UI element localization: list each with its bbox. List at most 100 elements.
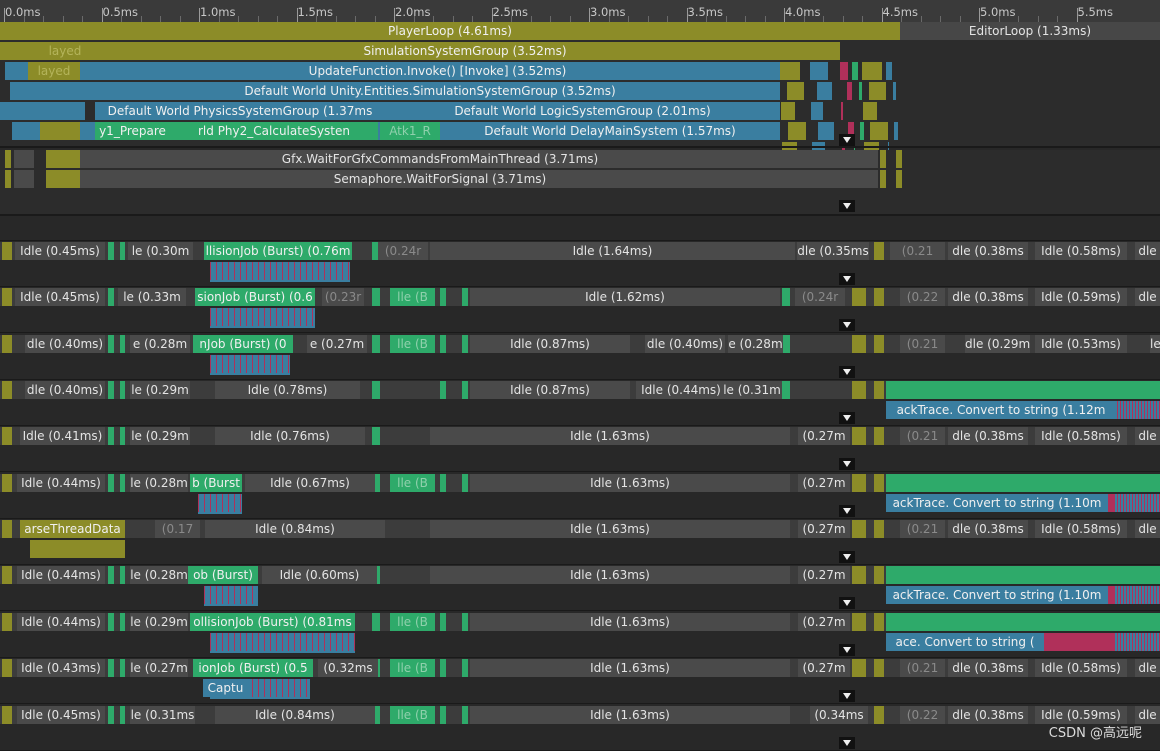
sample-block[interactable]: Idle (1.64ms) bbox=[430, 242, 795, 260]
sample-block[interactable]: ackTrace. Convert to string (1.10m bbox=[886, 494, 1108, 512]
sample-block[interactable]: le (0.29m bbox=[130, 613, 188, 631]
sample-block[interactable]: UpdateFunction.Invoke() [Invoke] (3.52ms… bbox=[95, 62, 780, 80]
sample-block[interactable]: dle bbox=[1135, 706, 1160, 724]
sample-block[interactable]: lle (B bbox=[390, 474, 435, 492]
sample-block[interactable]: rld Phy2_CalculateSysten bbox=[170, 122, 378, 140]
expand-arrow[interactable] bbox=[839, 200, 855, 212]
expand-arrow[interactable] bbox=[839, 644, 855, 656]
sample-block[interactable]: (0.27m bbox=[798, 520, 850, 538]
sample-block[interactable]: Idle (0.45ms) bbox=[15, 288, 105, 306]
sample-block[interactable]: Idle (1.63ms) bbox=[430, 520, 790, 538]
sample-block[interactable]: Default World PhysicsSystemGroup (1.37ms bbox=[95, 102, 385, 120]
sample-block[interactable]: dle (0.35ms bbox=[797, 242, 869, 260]
sample-block[interactable]: y1_Prepare bbox=[95, 122, 170, 140]
sample-block[interactable]: le (0.28m bbox=[130, 474, 188, 492]
sample-block[interactable]: le (0.31ms bbox=[130, 706, 195, 724]
sample-block[interactable]: ionJob (Burst) (0.5 bbox=[193, 659, 313, 677]
sample-block[interactable]: dle (0.40ms) bbox=[25, 335, 105, 353]
sample-block[interactable]: le (0.31m bbox=[722, 381, 782, 399]
sample-block[interactable]: Default World DelayMainSystem (1.57ms) bbox=[440, 122, 780, 140]
sample-block[interactable]: Idle (1.63ms) bbox=[470, 659, 790, 677]
sample-block[interactable]: lle (B bbox=[390, 706, 435, 724]
sample-block[interactable]: Idle (0.44ms) bbox=[17, 566, 105, 584]
sample-block[interactable]: le (0.29m bbox=[130, 381, 190, 399]
sample-block[interactable]: Idle (0.59ms) bbox=[1035, 288, 1127, 306]
sample-block[interactable]: Idle (0.58ms) bbox=[1035, 427, 1127, 445]
expand-arrow[interactable] bbox=[839, 505, 855, 517]
sample-block[interactable]: b (Burst bbox=[190, 474, 242, 492]
sample-block[interactable]: (0.27m bbox=[798, 427, 850, 445]
sample-block[interactable]: Idle (0.58ms) bbox=[1035, 242, 1127, 260]
sample-block[interactable]: dle (0.38ms bbox=[948, 427, 1028, 445]
sample-block[interactable]: lle (B bbox=[390, 335, 435, 353]
sample-block[interactable]: e (0.28m bbox=[728, 335, 783, 353]
expand-arrow[interactable] bbox=[839, 597, 855, 609]
sample-block[interactable]: Idle (0.84ms) bbox=[215, 706, 375, 724]
sample-block[interactable]: dle (0.40ms) bbox=[25, 381, 105, 399]
sample-block[interactable]: ollisionJob (Burst) (0.81ms bbox=[190, 613, 355, 631]
sample-block[interactable]: nJob (Burst) (0 bbox=[193, 335, 293, 353]
sample-block[interactable]: sionJob (Burst) (0.6 bbox=[195, 288, 315, 306]
sample-block[interactable]: Gfx.WaitForGfxCommandsFromMainThread (3.… bbox=[80, 150, 800, 168]
sample-block[interactable]: Idle (1.63ms) bbox=[470, 613, 790, 631]
sample-block[interactable]: Idle (0.78ms) bbox=[215, 381, 360, 399]
sample-block[interactable]: Idle (0.87ms) bbox=[470, 381, 630, 399]
sample-block[interactable]: Idle (0.44ms) bbox=[17, 613, 105, 631]
sample-block[interactable]: Atk1_R bbox=[380, 122, 440, 140]
sample-block[interactable]: arseThreadData bbox=[20, 520, 125, 538]
sample-block[interactable]: Idle (0.84ms) bbox=[205, 520, 385, 538]
sample-block[interactable]: dle (0.38ms bbox=[948, 659, 1028, 677]
sample-block[interactable]: Idle (0.53ms) bbox=[1035, 335, 1127, 353]
sample-block[interactable]: ace. Convert to string ( bbox=[886, 633, 1044, 651]
sample-block[interactable]: dle bbox=[1135, 288, 1160, 306]
sample-block[interactable]: Default World Unity.Entities.SimulationS… bbox=[80, 82, 780, 100]
sample-block[interactable]: dle (0.38ms bbox=[948, 520, 1028, 538]
sample-block[interactable]: (0.21 bbox=[890, 242, 945, 260]
sample-block[interactable]: Idle (1.63ms) bbox=[430, 427, 790, 445]
sample-block[interactable]: le (0.28m bbox=[130, 566, 188, 584]
sample-block[interactable]: Idle (0.87ms) bbox=[470, 335, 630, 353]
sample-block[interactable]: Idle (0.45ms) bbox=[15, 242, 105, 260]
sample-block[interactable]: Captu bbox=[203, 679, 248, 697]
sample-block[interactable]: Idle (0.45ms) bbox=[17, 706, 105, 724]
sample-block[interactable]: Idle (1.63ms) bbox=[470, 474, 790, 492]
sample-block[interactable]: ackTrace. Convert to string (1.12m bbox=[886, 401, 1116, 419]
sample-block[interactable]: (0.21 bbox=[900, 427, 945, 445]
sample-block[interactable]: (0.21 bbox=[900, 659, 945, 677]
sample-block[interactable]: Semaphore.WaitForSignal (3.71ms) bbox=[80, 170, 800, 188]
sample-block[interactable]: (0.21 bbox=[900, 335, 945, 353]
sample-block[interactable]: ob (Burst) bbox=[188, 566, 258, 584]
sample-block[interactable]: Idle (0.58ms) bbox=[1035, 659, 1127, 677]
sample-block[interactable]: dle (0.38ms bbox=[948, 706, 1028, 724]
sample-block[interactable]: dle (0.40ms) bbox=[645, 335, 725, 353]
sample-block[interactable]: dle (0.38ms bbox=[948, 242, 1028, 260]
sample-block[interactable]: Idle (0.76ms) bbox=[215, 427, 365, 445]
sample-block[interactable]: EditorLoop (1.33ms) bbox=[900, 22, 1160, 40]
sample-block[interactable]: (0.22 bbox=[900, 706, 945, 724]
sample-block[interactable]: dle (0.29m bbox=[965, 335, 1030, 353]
sample-block[interactable]: (0.32ms bbox=[318, 659, 378, 677]
expand-arrow[interactable] bbox=[839, 458, 855, 470]
expand-arrow[interactable] bbox=[839, 737, 855, 749]
sample-block[interactable]: le bbox=[1150, 335, 1160, 353]
sample-block[interactable]: le (0.29m bbox=[130, 427, 190, 445]
sample-block[interactable]: lle (B bbox=[390, 288, 435, 306]
sample-block[interactable]: Idle (1.63ms) bbox=[430, 566, 790, 584]
sample-block[interactable]: e (0.28m bbox=[130, 335, 190, 353]
sample-block[interactable]: dle bbox=[1135, 520, 1160, 538]
sample-block[interactable]: dle (0.38ms bbox=[948, 288, 1028, 306]
sample-block[interactable]: (0.27m bbox=[798, 659, 850, 677]
sample-block[interactable]: (0.27m bbox=[798, 566, 850, 584]
sample-block[interactable]: le (0.33m bbox=[118, 288, 186, 306]
sample-block[interactable]: Idle (0.58ms) bbox=[1035, 520, 1127, 538]
expand-arrow[interactable] bbox=[839, 273, 855, 285]
sample-block[interactable]: (0.27m bbox=[798, 474, 850, 492]
sample-block[interactable]: dle bbox=[1135, 427, 1160, 445]
sample-block[interactable]: dle bbox=[1135, 242, 1160, 260]
sample-block[interactable]: layed bbox=[40, 42, 90, 60]
sample-block[interactable]: SimulationSystemGroup (3.52ms) bbox=[90, 42, 840, 60]
sample-block[interactable]: lle (B bbox=[390, 659, 435, 677]
sample-block[interactable]: Idle (0.59ms) bbox=[1035, 706, 1127, 724]
sample-block[interactable]: llisionJob (Burst) (0.76m bbox=[204, 242, 352, 260]
sample-block[interactable]: dle bbox=[1135, 659, 1160, 677]
